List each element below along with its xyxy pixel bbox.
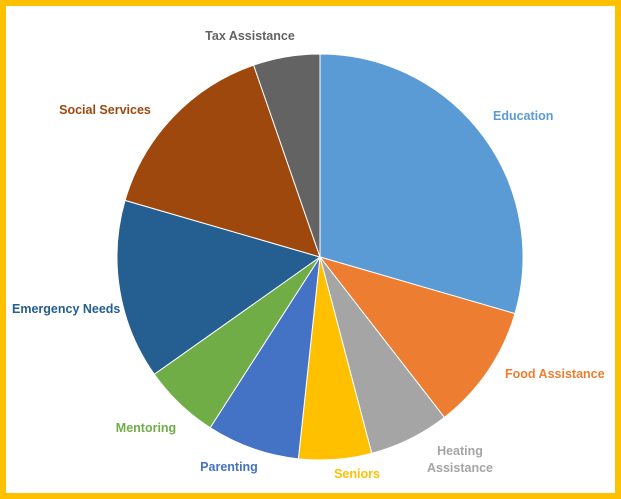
pie-slice-food-assistance bbox=[318, 256, 516, 419]
slice-label-tax-assistance: Tax Assistance bbox=[205, 29, 295, 43]
slice-label-food-assistance: Food Assistance bbox=[505, 367, 605, 381]
slice-labels: Education Food Assistance Heating Assistanc… bbox=[12, 29, 605, 481]
slice-label-emergency-needs: Emergency Needs bbox=[12, 302, 120, 316]
pie-slices bbox=[116, 53, 524, 461]
slice-label-education: Education bbox=[493, 109, 553, 123]
pie-slice-tax-assistance bbox=[253, 53, 321, 258]
pie-slice-social-services bbox=[124, 64, 321, 258]
slice-label-seniors: Seniors bbox=[334, 467, 380, 481]
slice-label-social-services: Social Services bbox=[59, 103, 151, 117]
pie-slice-education bbox=[319, 53, 524, 315]
pie-slice-emergency-needs bbox=[116, 199, 322, 375]
slice-label-mentoring: Mentoring bbox=[116, 421, 176, 435]
slice-label-heating-assistance: Heating Assistance bbox=[427, 444, 493, 475]
slice-label-parenting: Parenting bbox=[200, 460, 258, 474]
